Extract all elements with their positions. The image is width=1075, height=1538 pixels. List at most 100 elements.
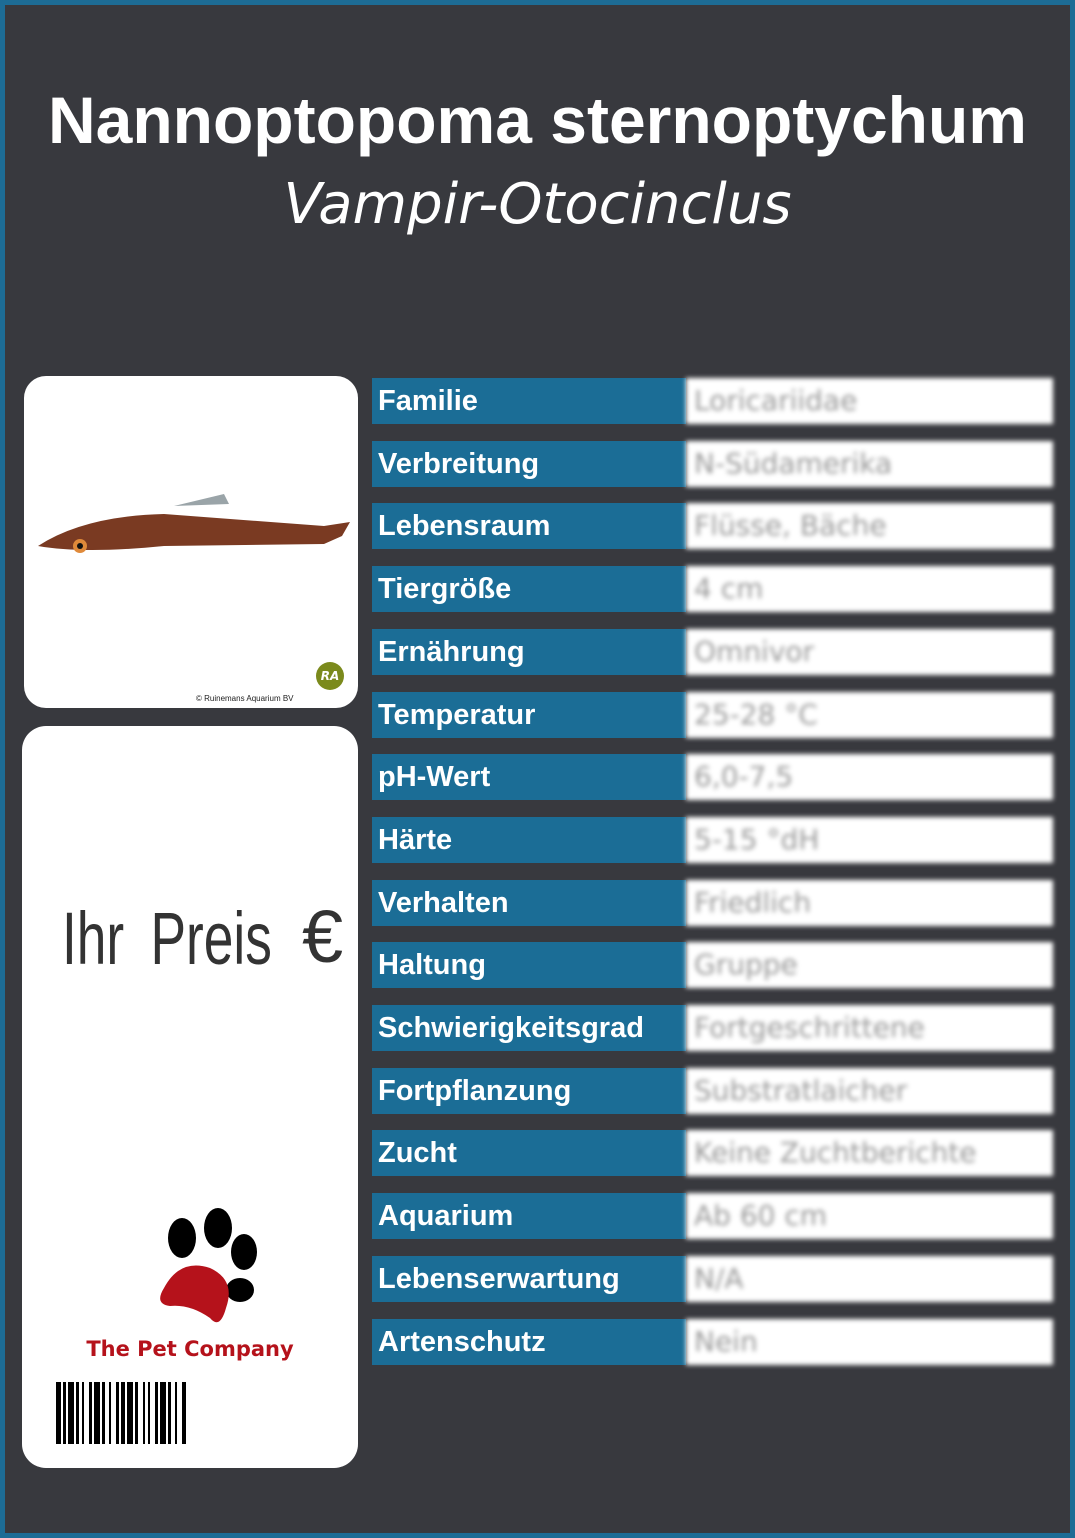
info-row: Zucht Keine Zuchtberichte [372,1130,1053,1177]
barcode-bar [138,1382,143,1444]
barcode-bar [143,1382,145,1444]
barcode-bar [109,1382,111,1444]
info-value: 4 cm [686,566,1053,613]
barcode-bar [79,1382,82,1444]
barcode-bar [175,1382,177,1444]
brand-name: The Pet Company [86,1337,294,1361]
barcode [56,1382,332,1444]
barcode-bar [111,1382,116,1444]
barcode-bar [155,1382,158,1444]
scientific-name: Nannoptopoma sternoptychum [47,83,1027,157]
info-value: Friedlich [686,879,1053,926]
info-value: Fortgeschrittene [686,1005,1053,1051]
barcode-bar [186,1382,188,1444]
barcode-bar [61,1382,63,1444]
barcode-bar [76,1382,79,1444]
info-value: N-Südamerika [686,440,1053,487]
barcode-bar [145,1382,148,1444]
price-panel: Ihr Preis € The Pet Company [22,726,358,1468]
info-value: Ab 60 cm [686,1193,1053,1240]
common-name: Vampir-Otocinclus [283,172,792,237]
barcode-bar [121,1382,125,1444]
info-row: Aquarium Ab 60 cm [372,1193,1053,1240]
barcode-bar [148,1382,150,1444]
barcode-bar [92,1382,94,1444]
info-value: Gruppe [686,942,1053,989]
info-row: Schwierigkeitsgrad Fortgeschrittene [372,1005,1053,1051]
info-label: Schwierigkeitsgrad [372,1005,686,1051]
fish-image [38,494,350,553]
barcode-bar [100,1382,102,1444]
barcode-bar [127,1382,133,1444]
info-row: Ernährung Omnivor [372,628,1053,675]
info-value: Omnivor [686,628,1053,675]
barcode-bar [150,1382,155,1444]
info-value: 5-15 °dH [686,816,1053,863]
fish-photo: RA © Ruinemans Aquarium BV [24,376,358,708]
currency-symbol: € [302,895,344,978]
info-value: Nein [686,1318,1053,1365]
info-row: Haltung Gruppe [372,942,1053,989]
info-row: Verbreitung N-Südamerika [372,440,1053,487]
info-label: Ernährung [372,628,686,675]
barcode-bar [135,1382,138,1444]
info-row: Fortpflanzung Substratlaicher [372,1067,1053,1114]
barcode-bar [125,1382,127,1444]
barcode-bar [119,1382,121,1444]
barcode-bar [160,1382,166,1444]
info-row: Familie Loricariidae [372,378,1053,424]
info-label: Verhalten [372,879,686,926]
barcode-bar [116,1382,119,1444]
info-value: N/A [686,1255,1053,1302]
barcode-bar [166,1382,168,1444]
info-label: Verbreitung [372,440,686,487]
info-label: Lebenserwartung [372,1255,686,1302]
ruinemans-logo: RA [316,662,344,690]
barcode-bar [182,1382,186,1444]
barcode-bar [84,1382,89,1444]
info-row: Temperatur 25-28 °C [372,691,1053,738]
info-value: 6,0-7,5 [686,754,1053,801]
photo-credit: © Ruinemans Aquarium BV [196,694,294,703]
info-label: Härte [372,816,686,863]
barcode-bar [105,1382,109,1444]
info-label: pH-Wert [372,754,686,801]
info-label: Fortpflanzung [372,1067,686,1114]
barcode-bar [177,1382,182,1444]
info-label: Artenschutz [372,1318,686,1365]
info-value: Loricariidae [686,378,1053,424]
barcode-bar [56,1382,61,1444]
info-label: Familie [372,378,686,424]
info-value: Flüsse, Bäche [686,503,1053,550]
barcode-bar [82,1382,84,1444]
barcode-bar [68,1382,74,1444]
price-label: Ihr Preis [62,897,272,980]
info-row: Verhalten Friedlich [372,879,1053,926]
info-row: pH-Wert 6,0-7,5 [372,754,1053,801]
barcode-bar [171,1382,175,1444]
info-value: 25-28 °C [686,691,1053,738]
barcode-bar [158,1382,160,1444]
info-label: Zucht [372,1130,686,1177]
info-label: Tiergröße [372,566,686,613]
info-label: Lebensraum [372,503,686,550]
info-row: Artenschutz Nein [372,1318,1053,1365]
barcode-bar [66,1382,68,1444]
info-label: Aquarium [372,1193,686,1240]
info-row: Härte 5-15 °dH [372,816,1053,863]
info-value: Substratlaicher [686,1067,1053,1114]
info-row: Tiergröße 4 cm [372,566,1053,613]
info-value: Keine Zuchtberichte [686,1130,1053,1177]
barcode-bar [133,1382,135,1444]
info-row: Lebensraum Flüsse, Bäche [372,503,1053,550]
barcode-bar [94,1382,100,1444]
paw-logo-icon [160,1208,257,1323]
barcode-bar [63,1382,66,1444]
barcode-bar [168,1382,171,1444]
barcode-bar [74,1382,76,1444]
info-label: Haltung [372,942,686,989]
info-label: Temperatur [372,691,686,738]
barcode-bar [89,1382,92,1444]
info-row: Lebenserwartung N/A [372,1255,1053,1302]
barcode-bar [102,1382,105,1444]
